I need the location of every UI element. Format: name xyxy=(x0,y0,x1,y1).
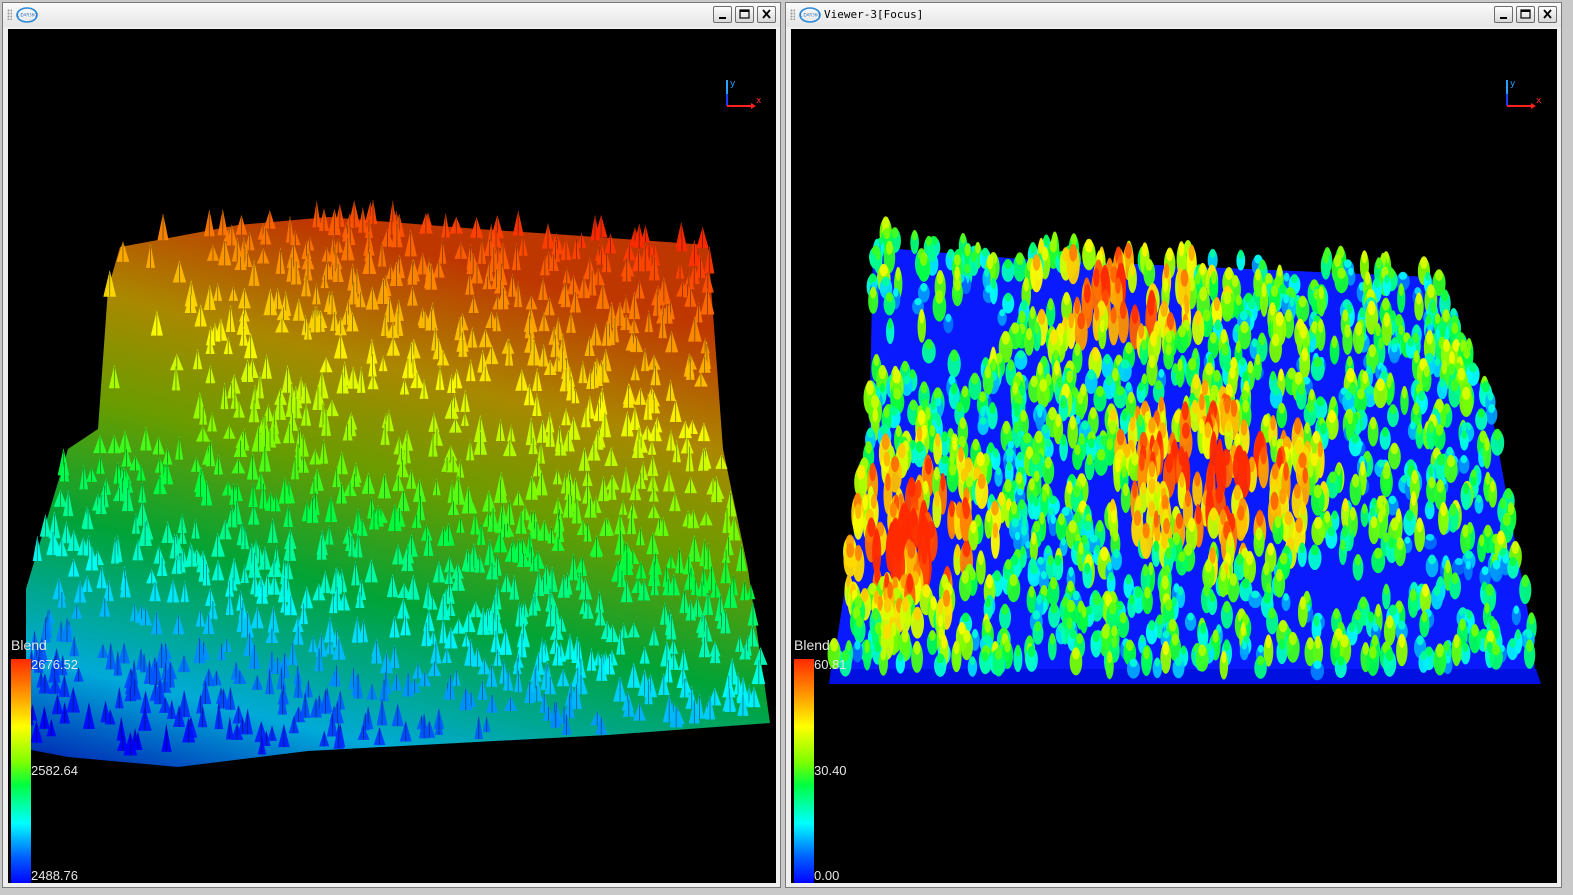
legend-mid-value: 30.40 xyxy=(814,763,847,778)
legend-title: Blend xyxy=(794,637,830,653)
svg-text:LiDAR360: LiDAR360 xyxy=(800,13,820,18)
point-cloud-canvas[interactable]: y x Blend 60.81 30.40 0.00 xyxy=(791,29,1557,883)
legend-max-value: 2676.52 xyxy=(31,657,78,672)
axis-gizmo-icon: y x xyxy=(1506,79,1542,109)
axis-gizmo-icon: y x xyxy=(726,79,762,109)
color-legend: Blend 60.81 30.40 0.00 xyxy=(791,634,911,883)
legend-max-value: 60.81 xyxy=(814,657,847,672)
close-button[interactable] xyxy=(757,6,776,23)
color-legend: Blend 2676.52 2582.64 2488.76 xyxy=(8,634,128,883)
window-title: Viewer-3[Focus] xyxy=(824,8,924,21)
point-cloud-elevation-render xyxy=(22,199,770,767)
minimize-button[interactable] xyxy=(1494,6,1513,23)
point-cloud-canvas[interactable]: y x Blend 2676.52 2582.64 2488.76 xyxy=(8,29,776,883)
drag-grip-icon[interactable] xyxy=(7,9,12,20)
app-logo-icon: LiDAR360 xyxy=(799,7,821,23)
minimize-button[interactable] xyxy=(713,6,732,23)
minimize-icon xyxy=(1500,17,1507,19)
legend-min-value: 2488.76 xyxy=(31,868,78,883)
close-button[interactable] xyxy=(1538,6,1557,23)
minimize-icon xyxy=(719,17,726,19)
axis-y-label: y xyxy=(1510,79,1516,89)
viewer-window-left: LiDAR360 y x Blend 2676.52 xyxy=(2,2,781,888)
svg-text:LiDAR360: LiDAR360 xyxy=(17,13,37,18)
maximize-icon xyxy=(1520,9,1531,19)
axis-x-label: x xyxy=(756,96,762,106)
maximize-button[interactable] xyxy=(1516,6,1535,23)
legend-color-ramp xyxy=(794,659,814,883)
legend-color-ramp xyxy=(11,659,31,883)
drag-grip-icon[interactable] xyxy=(790,9,795,20)
legend-min-value: 0.00 xyxy=(814,868,840,883)
legend-title: Blend xyxy=(11,637,47,653)
viewer-window-right: LiDAR360 Viewer-3[Focus] y x Blend xyxy=(785,2,1562,888)
point-cloud-height-render xyxy=(827,216,1541,684)
axis-y-label: y xyxy=(730,79,736,89)
maximize-icon xyxy=(739,9,750,19)
close-icon xyxy=(762,9,771,19)
titlebar[interactable]: LiDAR360 Viewer-3[Focus] xyxy=(786,3,1561,27)
close-icon xyxy=(1543,9,1552,19)
legend-mid-value: 2582.64 xyxy=(31,763,78,778)
titlebar[interactable]: LiDAR360 xyxy=(3,3,780,27)
app-logo-icon: LiDAR360 xyxy=(16,7,38,23)
maximize-button[interactable] xyxy=(735,6,754,23)
axis-x-label: x xyxy=(1536,96,1542,106)
